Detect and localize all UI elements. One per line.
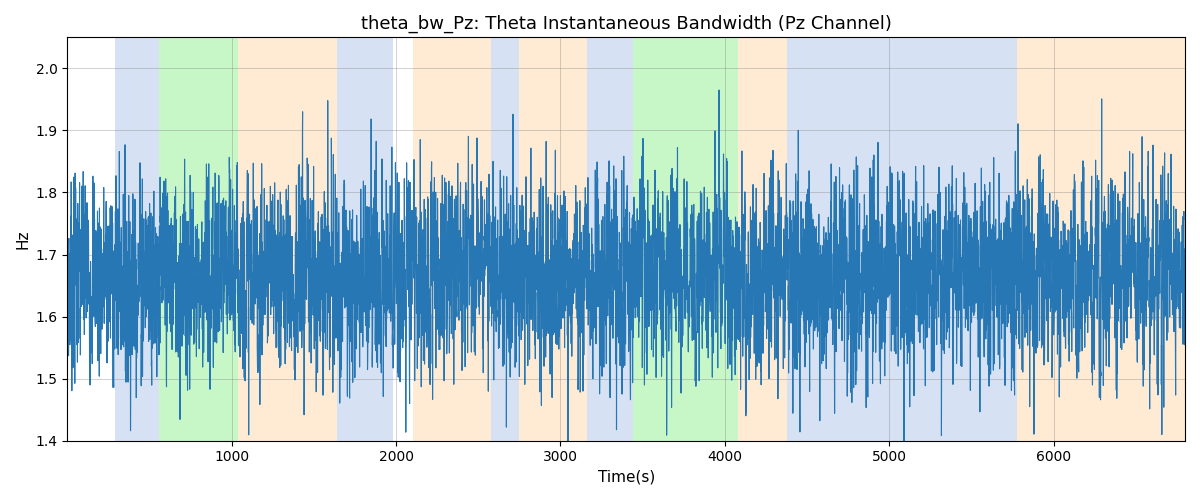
Bar [239,38,337,440]
Bar [337,38,392,440]
X-axis label: Time(s): Time(s) [598,470,655,485]
Bar [587,38,632,440]
Bar [492,38,520,440]
Bar [787,38,1018,440]
Bar [115,38,160,440]
Bar [160,38,239,440]
Bar [632,38,738,440]
Y-axis label: Hz: Hz [16,230,30,249]
Bar [738,38,787,440]
Title: theta_bw_Pz: Theta Instantaneous Bandwidth (Pz Channel): theta_bw_Pz: Theta Instantaneous Bandwid… [361,15,892,34]
Bar [413,38,492,440]
Bar [1018,38,1184,440]
Bar [520,38,587,440]
